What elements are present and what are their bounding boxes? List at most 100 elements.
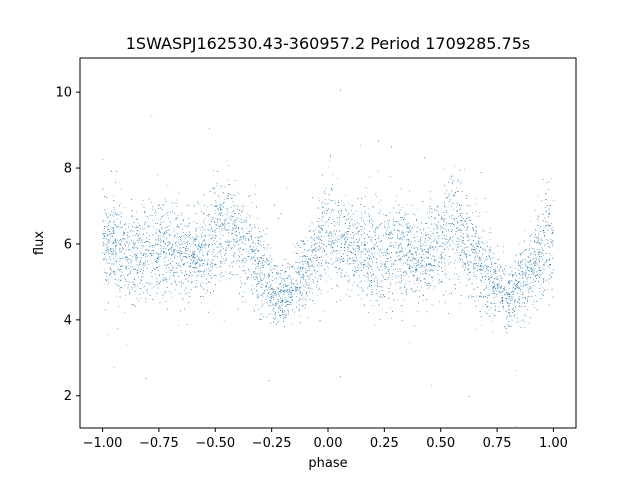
data-point: [441, 253, 442, 255]
data-point: [219, 261, 221, 262]
data-point: [460, 245, 462, 247]
data-point: [405, 271, 407, 272]
data-point: [487, 258, 488, 260]
data-point: [114, 209, 115, 210]
data-point: [187, 247, 189, 249]
data-point: [263, 264, 265, 266]
data-point: [204, 238, 205, 240]
data-point: [317, 221, 319, 222]
data-point: [183, 247, 185, 248]
data-point: [255, 291, 257, 293]
data-point: [329, 231, 331, 233]
data-point: [399, 224, 400, 225]
data-point: [505, 311, 507, 312]
data-point: [273, 296, 275, 298]
data-point: [228, 226, 230, 228]
data-point: [535, 237, 537, 239]
data-point: [510, 303, 512, 304]
data-point: [241, 222, 242, 223]
data-point: [183, 219, 185, 220]
data-point: [530, 240, 532, 242]
data-point: [464, 263, 466, 265]
data-point: [344, 259, 345, 261]
data-point: [337, 205, 339, 206]
data-point: [379, 255, 381, 257]
data-point: [158, 254, 159, 256]
data-point: [234, 257, 236, 259]
data-point: [395, 274, 397, 276]
data-point: [353, 244, 355, 246]
data-point: [243, 243, 244, 245]
data-point: [456, 187, 457, 189]
data-point: [446, 246, 448, 248]
data-point: [200, 302, 202, 304]
data-point: [416, 236, 418, 238]
data-point: [520, 266, 522, 268]
data-point: [219, 231, 221, 233]
data-point: [322, 206, 324, 208]
data-point: [107, 222, 109, 224]
data-point: [345, 274, 346, 276]
data-point: [429, 245, 430, 247]
data-point: [481, 293, 482, 295]
data-point: [505, 301, 507, 302]
data-point: [320, 292, 322, 294]
data-point: [204, 218, 206, 219]
data-point: [523, 321, 525, 323]
data-point: [290, 294, 292, 296]
data-point: [475, 256, 476, 258]
data-point: [551, 178, 553, 179]
data-point: [437, 265, 439, 267]
data-point: [211, 253, 212, 255]
data-point: [420, 242, 422, 244]
data-point: [452, 173, 454, 175]
data-point: [261, 305, 263, 307]
data-point: [175, 271, 177, 273]
data-point: [267, 292, 269, 294]
data-point: [342, 261, 343, 263]
data-point: [223, 220, 225, 222]
data-point: [430, 235, 432, 236]
data-point: [381, 260, 382, 262]
data-point: [520, 267, 522, 269]
data-point: [260, 277, 261, 278]
data-point: [494, 308, 496, 310]
data-point: [364, 244, 365, 246]
data-point: [374, 278, 375, 279]
data-point: [529, 274, 530, 275]
data-point: [515, 300, 516, 301]
data-point: [472, 283, 473, 285]
data-point: [134, 247, 136, 248]
data-point: [246, 213, 248, 214]
data-point: [468, 265, 470, 267]
data-point: [442, 242, 443, 243]
data-point: [508, 321, 509, 323]
data-point: [128, 258, 129, 260]
data-point: [270, 301, 272, 303]
data-point: [459, 239, 461, 240]
data-point: [143, 275, 145, 277]
data-point: [234, 220, 236, 221]
data-point: [426, 268, 427, 270]
data-point: [370, 256, 371, 257]
data-point: [489, 289, 491, 291]
data-point: [165, 214, 166, 216]
data-point: [249, 225, 251, 226]
data-point: [389, 274, 391, 276]
data-point: [109, 257, 110, 259]
data-point: [452, 248, 454, 249]
data-point: [525, 283, 526, 285]
data-point: [193, 260, 195, 261]
data-point: [178, 263, 180, 265]
data-point: [517, 263, 519, 264]
data-point: [247, 251, 249, 252]
data-point: [441, 227, 443, 229]
data-point: [287, 287, 289, 289]
data-point: [358, 234, 360, 236]
data-point: [483, 282, 485, 283]
data-point: [402, 261, 404, 263]
data-point: [524, 229, 526, 231]
data-point: [553, 199, 554, 201]
data-point: [444, 237, 446, 239]
data-point: [223, 202, 224, 203]
